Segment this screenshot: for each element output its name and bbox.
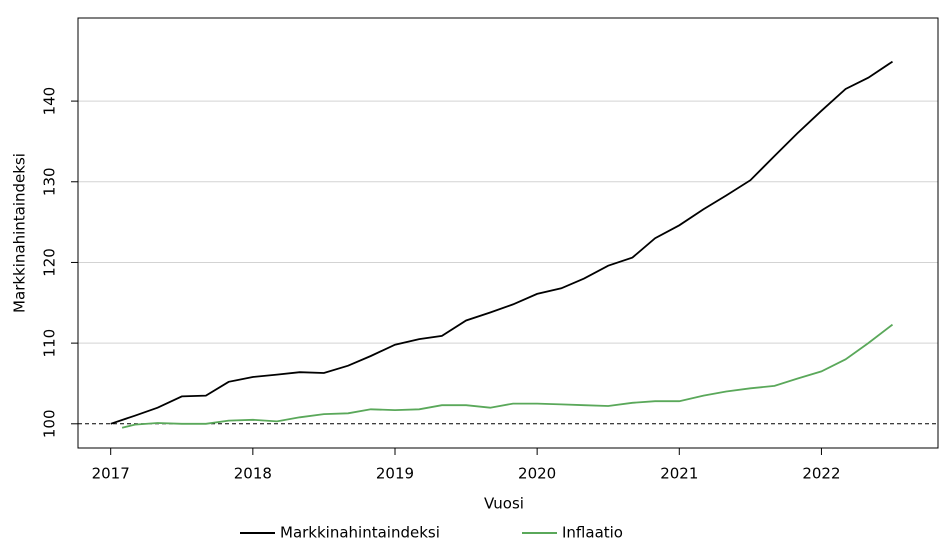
y-tick-label: 110 (41, 329, 59, 358)
y-tick-label: 130 (41, 167, 59, 196)
x-tick-label: 2019 (376, 465, 414, 483)
legend-label: Inflaatio (562, 524, 623, 542)
plot-frame (77, 17, 939, 449)
y-axis-label: Markkinahintaindeksi (11, 153, 29, 313)
y-tick-label: 100 (41, 409, 59, 438)
series-line (110, 60, 893, 425)
x-tick-label: 2021 (660, 465, 698, 483)
x-tick-label: 2017 (92, 465, 130, 483)
series-line (121, 323, 894, 429)
y-tick-label: 120 (41, 248, 59, 277)
x-axis-label: Vuosi (484, 495, 524, 513)
x-tick-label: 2022 (802, 465, 840, 483)
legend-label: Markkinahintaindeksi (280, 524, 440, 542)
x-tick-label: 2018 (234, 465, 272, 483)
y-tick-label: 140 (41, 87, 59, 116)
x-tick-label: 2020 (518, 465, 556, 483)
